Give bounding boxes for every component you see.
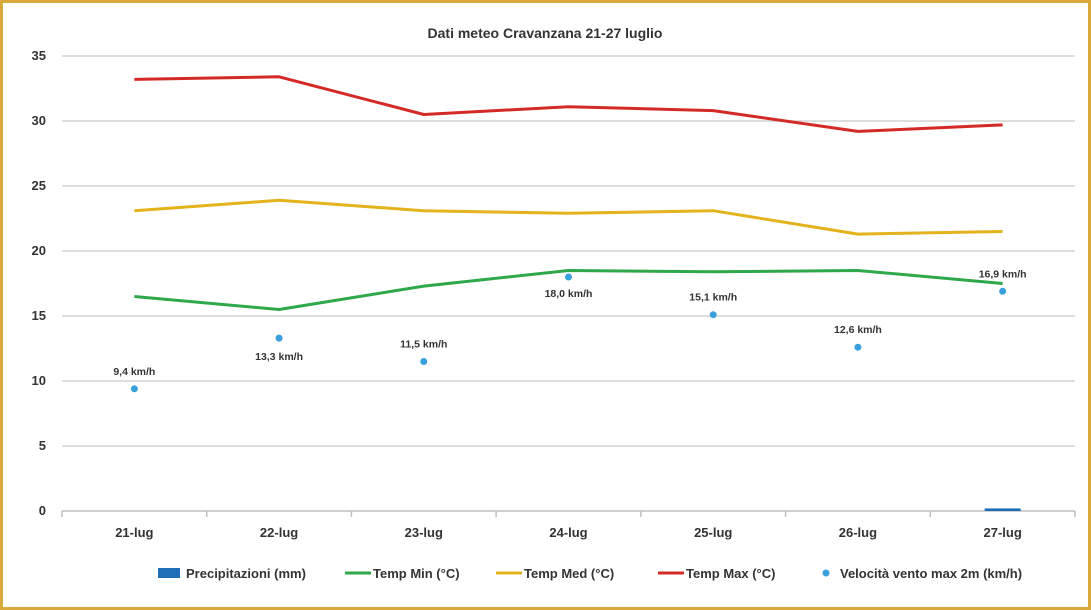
wind-data-label: 13,3 km/h [255,351,303,363]
y-axis-ticks: 0 5 10 15 20 25 30 35 [32,48,46,518]
wind-data-label: 9,4 km/h [113,366,155,378]
wind-data-label: 12,6 km/h [834,324,882,336]
wind-data-label: 15,1 km/h [689,292,737,304]
series-line-temp-max [134,75,1003,133]
chart-title: Dati meteo Cravanzana 21-27 luglio [428,25,663,41]
x-tick-label: 26-lug [839,525,877,540]
legend-swatch-precipitation [158,568,180,578]
wind-data-label: 16,9 km/h [979,268,1027,280]
wind-points: 9,4 km/h 13,3 km/h 11,5 km/h 18,0 km/h 15,1 … [113,268,1027,393]
y-tick-label: 0 [39,503,46,518]
precipitation-bars [984,508,1021,511]
x-tick-label: 25-lug [694,525,732,540]
legend-label: Temp Min (°C) [373,566,460,581]
series-line-temp-med [134,198,1003,236]
temperature-lines [134,75,1003,311]
legend: Precipitazioni (mm) Temp Min (°C) Temp Med… [158,566,1022,581]
x-axis: 21-lug 22-lug 23-lug 24-lug 25-lug 26-lug 27-l… [61,510,1076,540]
series-line-temp-min [134,269,1003,311]
x-tick-label: 21-lug [115,525,153,540]
y-tick-label: 5 [39,438,46,453]
y-tick-label: 20 [32,243,46,258]
x-tick-label: 23-lug [405,525,443,540]
y-tick-label: 10 [32,373,46,388]
wind-point [130,385,138,393]
y-tick-label: 25 [32,178,46,193]
wind-point [420,358,428,365]
wind-point [709,311,717,319]
x-tick-label: 27-lug [983,525,1021,540]
gridlines [62,55,1075,447]
x-tick-label: 24-lug [549,525,587,540]
legend-label: Precipitazioni (mm) [186,566,306,581]
precipitation-bar [984,508,1021,511]
legend-label: Velocità vento max 2m (km/h) [840,566,1022,581]
wind-data-label: 18,0 km/h [545,288,593,300]
legend-swatch-point [822,569,830,577]
y-tick-label: 35 [32,48,46,63]
legend-label: Temp Med (°C) [524,566,614,581]
wind-point [999,287,1007,295]
wind-point [275,334,283,342]
y-tick-label: 30 [32,113,46,128]
legend-label: Temp Max (°C) [686,566,775,581]
wind-data-label: 11,5 km/h [400,339,447,351]
y-tick-label: 15 [32,308,46,323]
wind-point [565,273,572,281]
wind-point [854,343,862,351]
x-tick-label: 22-lug [260,525,298,540]
